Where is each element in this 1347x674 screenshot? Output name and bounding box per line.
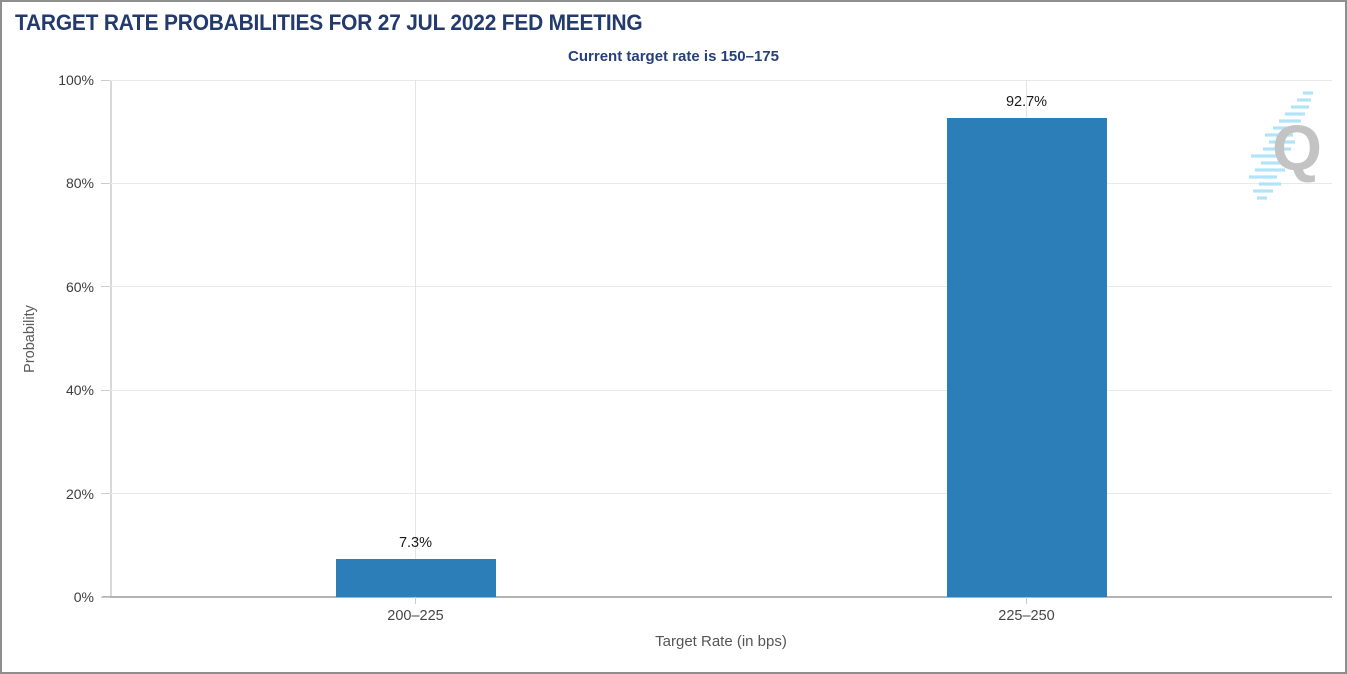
y-gridline — [110, 493, 1332, 495]
y-axis-line — [110, 80, 112, 597]
y-axis-tick — [101, 182, 110, 184]
probability-bar — [946, 117, 1107, 597]
bar-value-label: 7.3% — [398, 535, 433, 552]
y-gridline — [110, 182, 1332, 184]
plot-area: 0% 20% 40% 60% 80% 100% 7.3% 200–225 92.7% 225–25… — [58, 72, 1332, 624]
chart-subtitle: Current target rate is 150–175 — [568, 48, 779, 65]
x-tick-label: 225–250 — [998, 608, 1055, 624]
watermark-q-letter: Q — [1272, 112, 1322, 184]
category-gridline — [415, 80, 416, 597]
y-gridline — [110, 79, 1332, 81]
y-gridline — [110, 286, 1332, 288]
watermark-swoosh — [1249, 91, 1313, 200]
x-axis-line — [102, 596, 1332, 598]
y-axis-tick — [101, 389, 110, 391]
x-tick-label: 200–225 — [387, 608, 444, 624]
bar-value-label: 92.7% — [1005, 93, 1048, 110]
chart-title: TARGET RATE PROBABILITIES FOR 27 JUL 202… — [15, 10, 643, 35]
x-axis-title: Target Rate (in bps) — [655, 633, 787, 650]
y-gridline — [110, 389, 1332, 391]
y-tick-label: 40% — [65, 382, 94, 399]
x-axis-tick — [1026, 597, 1027, 604]
quikstrike-watermark-icon: Q — [1249, 91, 1322, 200]
y-axis-tick — [101, 286, 110, 288]
x-axis-tick — [415, 597, 416, 604]
y-tick-label: 100% — [58, 72, 94, 88]
y-tick-label: 80% — [65, 175, 94, 192]
y-axis-tick — [101, 596, 110, 598]
y-tick-label: 20% — [65, 485, 94, 502]
y-axis-title: Probability — [22, 305, 38, 373]
y-axis-tick — [101, 493, 110, 495]
y-axis-tick — [101, 79, 110, 81]
probability-bar — [335, 559, 496, 597]
y-tick-label: 60% — [65, 278, 94, 295]
y-tick-label: 0% — [73, 589, 94, 605]
